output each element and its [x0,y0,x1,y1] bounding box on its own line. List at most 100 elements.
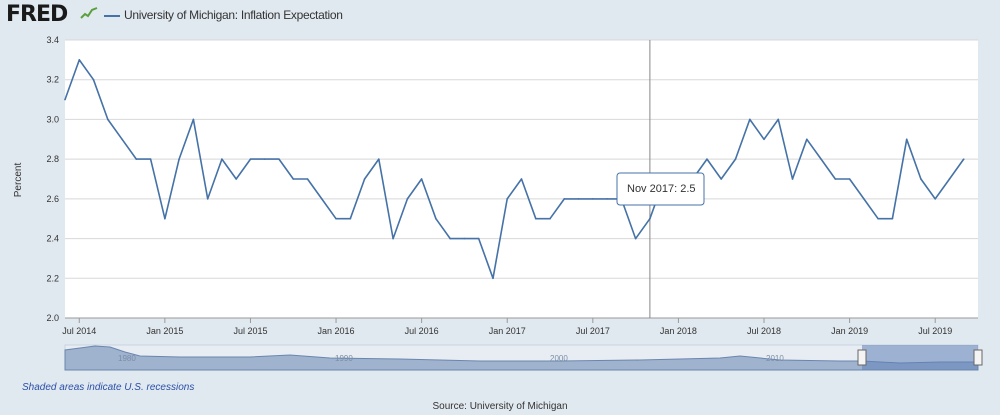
data-point[interactable] [178,158,180,160]
tooltip-box [616,172,705,206]
data-point[interactable] [221,158,223,160]
data-point[interactable] [706,158,708,160]
data-point[interactable] [378,158,380,160]
data-point[interactable] [349,217,352,220]
data-point[interactable] [891,217,894,220]
data-point[interactable] [848,178,851,180]
data-point[interactable] [64,98,66,101]
x-tick-label: Jan 2016 [318,326,355,336]
data-point[interactable] [863,198,865,200]
data-point[interactable] [235,178,237,180]
data-point[interactable] [192,118,195,121]
y-tick-label: 3.2 [46,75,59,85]
x-tick-label: Jan 2017 [489,326,526,336]
data-point[interactable] [948,178,951,180]
data-point[interactable] [734,158,737,160]
data-point[interactable] [278,158,280,160]
data-point[interactable] [420,178,423,180]
data-point[interactable] [463,237,466,240]
data-point[interactable] [534,217,537,220]
recession-note: Shaded areas indicate U.S. recessions [22,382,195,393]
data-point[interactable] [606,198,608,200]
data-point[interactable] [720,178,723,180]
source-note: Source: University of Michigan [432,401,568,412]
data-point[interactable] [121,138,123,141]
series-line[interactable] [64,59,965,280]
x-axis-ticks: Jul 2014 Jan 2015 Jul 2015 Jan 2016 Jul 2016… [62,317,978,336]
y-tick-label: 3.0 [46,114,59,124]
data-point[interactable] [934,198,937,200]
x-tick-label: Jan 2015 [146,326,183,336]
data-point[interactable] [435,217,437,220]
data-point[interactable] [392,237,394,240]
data-point[interactable] [905,138,908,141]
navigator-label-1980: 1980 [118,354,136,363]
data-point[interactable] [477,237,480,240]
data-point[interactable] [820,158,822,160]
data-point[interactable] [335,217,337,220]
data-point[interactable] [563,198,566,200]
data-point[interactable] [962,158,965,160]
y-tick-label: 2.8 [46,154,59,164]
data-point[interactable] [292,178,295,180]
data-point[interactable] [135,158,138,160]
data-point[interactable] [92,78,95,81]
x-tick-label: Jul 2018 [747,326,781,336]
chart-header: FRED University of Michigan: Inflation E… [0,0,1000,34]
data-point[interactable] [920,178,922,180]
data-point[interactable] [592,198,594,200]
data-point[interactable] [777,118,780,121]
data-point[interactable] [763,138,765,141]
x-tick-label: Jul 2019 [918,326,952,336]
navigator-handle-left[interactable] [857,349,867,366]
navigator-label-2010: 2010 [766,354,784,363]
data-point[interactable] [834,178,837,180]
navigator-label-1990: 1990 [335,354,353,363]
data-point[interactable] [320,198,323,200]
data-point[interactable] [406,198,409,200]
data-point[interactable] [306,178,309,180]
y-axis-ticks: 2.0 2.2 2.4 2.6 2.8 3.0 3.2 3.4 [46,35,59,323]
y-axis-label: Percent [13,163,24,198]
data-point[interactable] [806,138,808,141]
navigator-selected-range[interactable] [862,345,978,370]
navigator-handle-right[interactable] [973,349,983,366]
x-tick-label: Jan 2018 [660,326,697,336]
data-point[interactable] [206,198,209,200]
x-tick-label: Jan 2019 [831,326,868,336]
y-tick-label: 2.2 [46,273,59,283]
data-point[interactable] [506,198,509,200]
x-tick-label: Jul 2014 [62,326,96,336]
fred-logo[interactable]: FRED [6,2,68,27]
data-point[interactable] [249,158,252,160]
y-tick-label: 3.4 [46,35,59,45]
data-point[interactable] [363,178,366,180]
data-point[interactable] [78,59,81,61]
y-tick-label: 2.6 [46,194,59,204]
data-point[interactable] [577,198,580,200]
data-point[interactable] [263,158,266,160]
series-layer[interactable] [64,59,965,280]
data-point[interactable] [748,118,751,121]
data-point[interactable] [520,178,523,180]
data-point[interactable] [106,118,109,121]
data-point[interactable] [449,237,451,240]
data-point[interactable] [149,158,152,160]
data-point[interactable] [549,217,551,220]
navigator[interactable]: 1980 1990 2000 2010 [64,344,983,371]
navigator-label-2000: 2000 [550,354,568,363]
legend-label[interactable]: University of Michigan: Inflation Expect… [124,8,343,22]
x-tick-label: Jul 2016 [405,326,439,336]
y-tick-label: 2.0 [46,313,59,323]
data-point[interactable] [649,217,651,220]
data-point[interactable] [492,277,494,280]
data-point[interactable] [634,237,637,240]
data-point[interactable] [877,217,879,220]
tooltip: Nov 2017: 2.5 [616,172,705,206]
x-tick-label: Jul 2017 [576,326,610,336]
fred-chart-icon [80,6,98,20]
data-point[interactable] [791,178,794,180]
legend-swatch [104,15,120,17]
data-point[interactable] [164,217,166,220]
